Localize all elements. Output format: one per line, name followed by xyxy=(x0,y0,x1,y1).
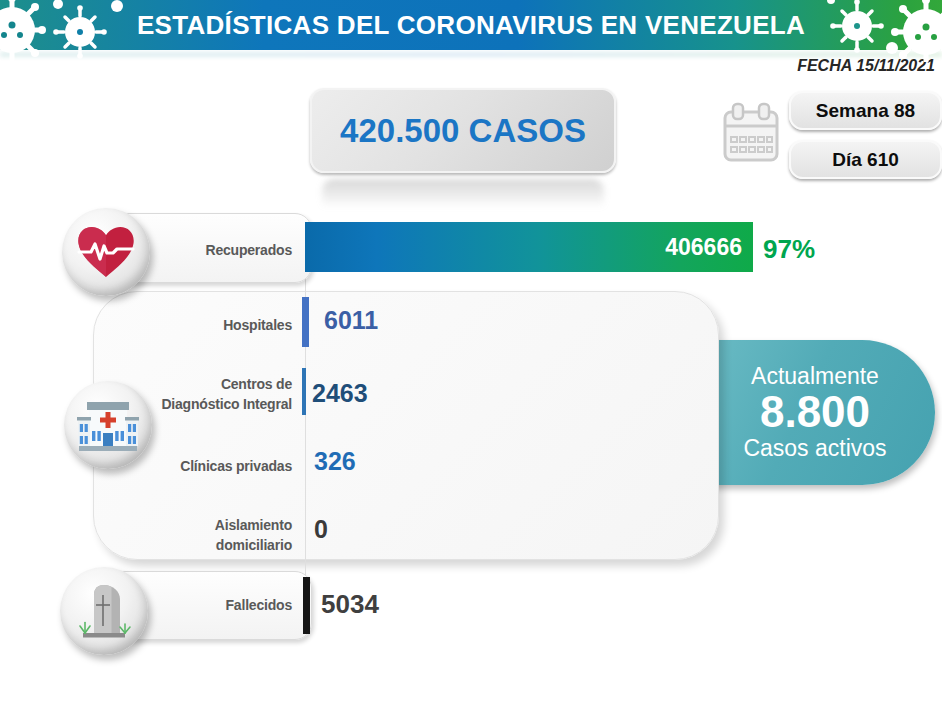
heart-pulse-icon xyxy=(62,208,150,296)
active-cases-value: 8.800 xyxy=(760,390,870,435)
active-cases-caption: Actualmente xyxy=(751,363,879,390)
recuperados-percent: 97% xyxy=(763,234,815,265)
day-box: Día 610 xyxy=(789,140,942,179)
week-box: Semana 88 xyxy=(789,91,942,130)
cdi-label-line2: Diagnóstico Integral xyxy=(161,396,292,412)
total-cases-reflection xyxy=(322,179,604,213)
cdi-label-line1: Centros de xyxy=(221,376,292,392)
cdi-value: 2463 xyxy=(312,379,368,408)
infographic: ESTADÍSTICAS DEL CORONAVIRUS EN VENEZUEL… xyxy=(0,0,942,705)
hospitales-label: Hospitales xyxy=(108,315,292,335)
week-label: Semana 88 xyxy=(816,100,915,122)
aislamiento-label-line1: Aislamiento xyxy=(215,517,292,533)
calendar-icon xyxy=(721,100,781,168)
fallecidos-value: 5034 xyxy=(321,589,379,620)
clinicas-value: 326 xyxy=(314,447,356,476)
recuperados-label: Recuperados xyxy=(147,242,292,258)
fallecidos-bar xyxy=(303,577,310,634)
hospitales-value: 6011 xyxy=(324,306,378,335)
fallecidos-label: Fallecidos xyxy=(147,597,292,613)
day-label: Día 610 xyxy=(832,149,899,171)
tombstone-icon xyxy=(60,567,148,655)
active-cases-box: Actualmente 8.800 Casos activos xyxy=(695,340,935,485)
aislamiento-label: Aislamiento domiciliario xyxy=(108,515,292,556)
hospitales-bar xyxy=(302,297,309,347)
total-cases-box: 420.500 CASOS xyxy=(310,88,616,173)
active-cases-caption2: Casos activos xyxy=(743,435,886,462)
recuperados-bar: 406666 xyxy=(305,222,753,272)
recuperados-value: 406666 xyxy=(665,234,753,261)
virus-icon-right xyxy=(793,0,942,62)
cdi-bar xyxy=(302,368,306,415)
virus-icon-left xyxy=(0,0,145,62)
hospital-icon xyxy=(64,381,152,469)
aislamiento-label-line2: domiciliario xyxy=(216,537,292,553)
total-cases-value: 420.500 CASOS xyxy=(340,112,586,150)
bars-baseline xyxy=(305,222,306,634)
aislamiento-value: 0 xyxy=(314,515,328,544)
